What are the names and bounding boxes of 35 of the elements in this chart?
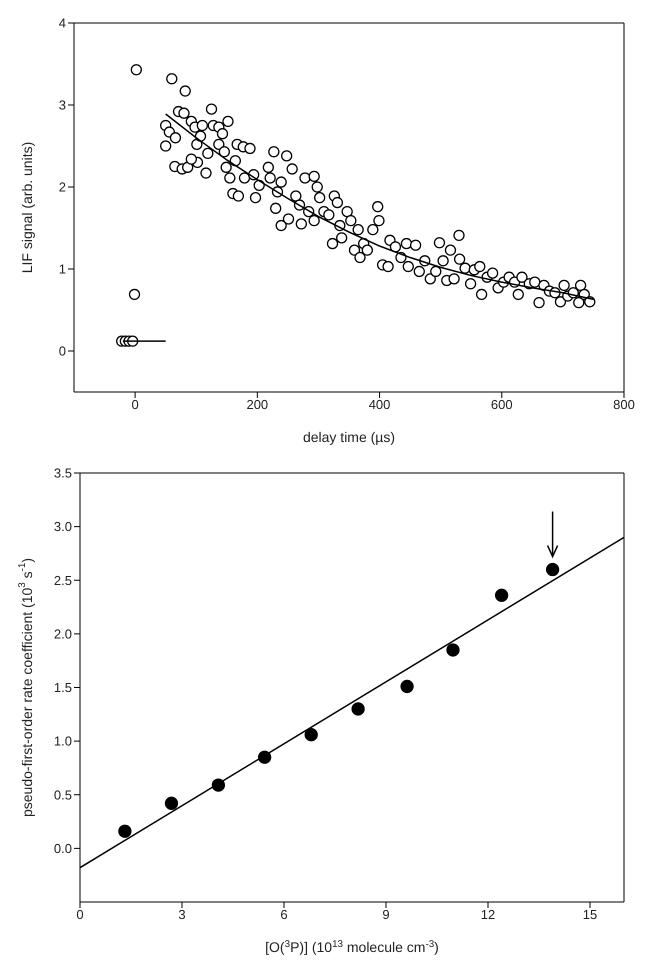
x-tick-label: 0 xyxy=(131,397,139,412)
x-tick-label: 200 xyxy=(246,397,268,412)
y-tick-label: 1.0 xyxy=(54,734,72,749)
x-tick-label: 15 xyxy=(582,907,598,922)
y-tick-label: 3.0 xyxy=(54,519,72,534)
y-tick-label: 3 xyxy=(58,98,66,113)
x-tick-label: 600 xyxy=(490,397,513,412)
point xyxy=(400,680,414,694)
y-tick-label: 0 xyxy=(58,344,66,359)
point xyxy=(494,588,508,602)
point xyxy=(118,824,132,838)
point xyxy=(164,796,178,810)
y-tick-label: 2.5 xyxy=(54,572,72,588)
point xyxy=(446,643,460,657)
y-tick-label: 1.5 xyxy=(54,680,72,696)
y-tick-label: 2.0 xyxy=(54,626,72,642)
x-axis-title: delay time (µs) xyxy=(302,429,396,445)
y-axis-title: LIF signal (arb. units) xyxy=(18,142,35,274)
x-tick-label: 400 xyxy=(368,397,390,412)
x-axis-title: [O($^{3}$P)] (10$^{13}$ molecule cm$^{-3}$) xyxy=(265,938,439,955)
y-tick-label: 3.5 xyxy=(54,466,72,481)
point xyxy=(546,562,560,576)
x-tick-label: 800 xyxy=(613,397,635,412)
y-tick-label: 0.0 xyxy=(54,840,72,856)
x-tick-label: 0 xyxy=(76,907,84,922)
point xyxy=(351,702,365,716)
x-tick-label: 12 xyxy=(480,907,496,922)
point xyxy=(304,728,318,742)
y-tick-label: 2 xyxy=(58,180,66,195)
x-tick-label: 3 xyxy=(178,907,186,922)
x-tick-label: 6 xyxy=(280,907,288,922)
y-tick-label: 0.5 xyxy=(54,787,72,802)
x-tick-label: 9 xyxy=(382,907,390,922)
y-tick-label: 4 xyxy=(58,16,66,31)
y-tick-label: 1 xyxy=(58,262,66,277)
